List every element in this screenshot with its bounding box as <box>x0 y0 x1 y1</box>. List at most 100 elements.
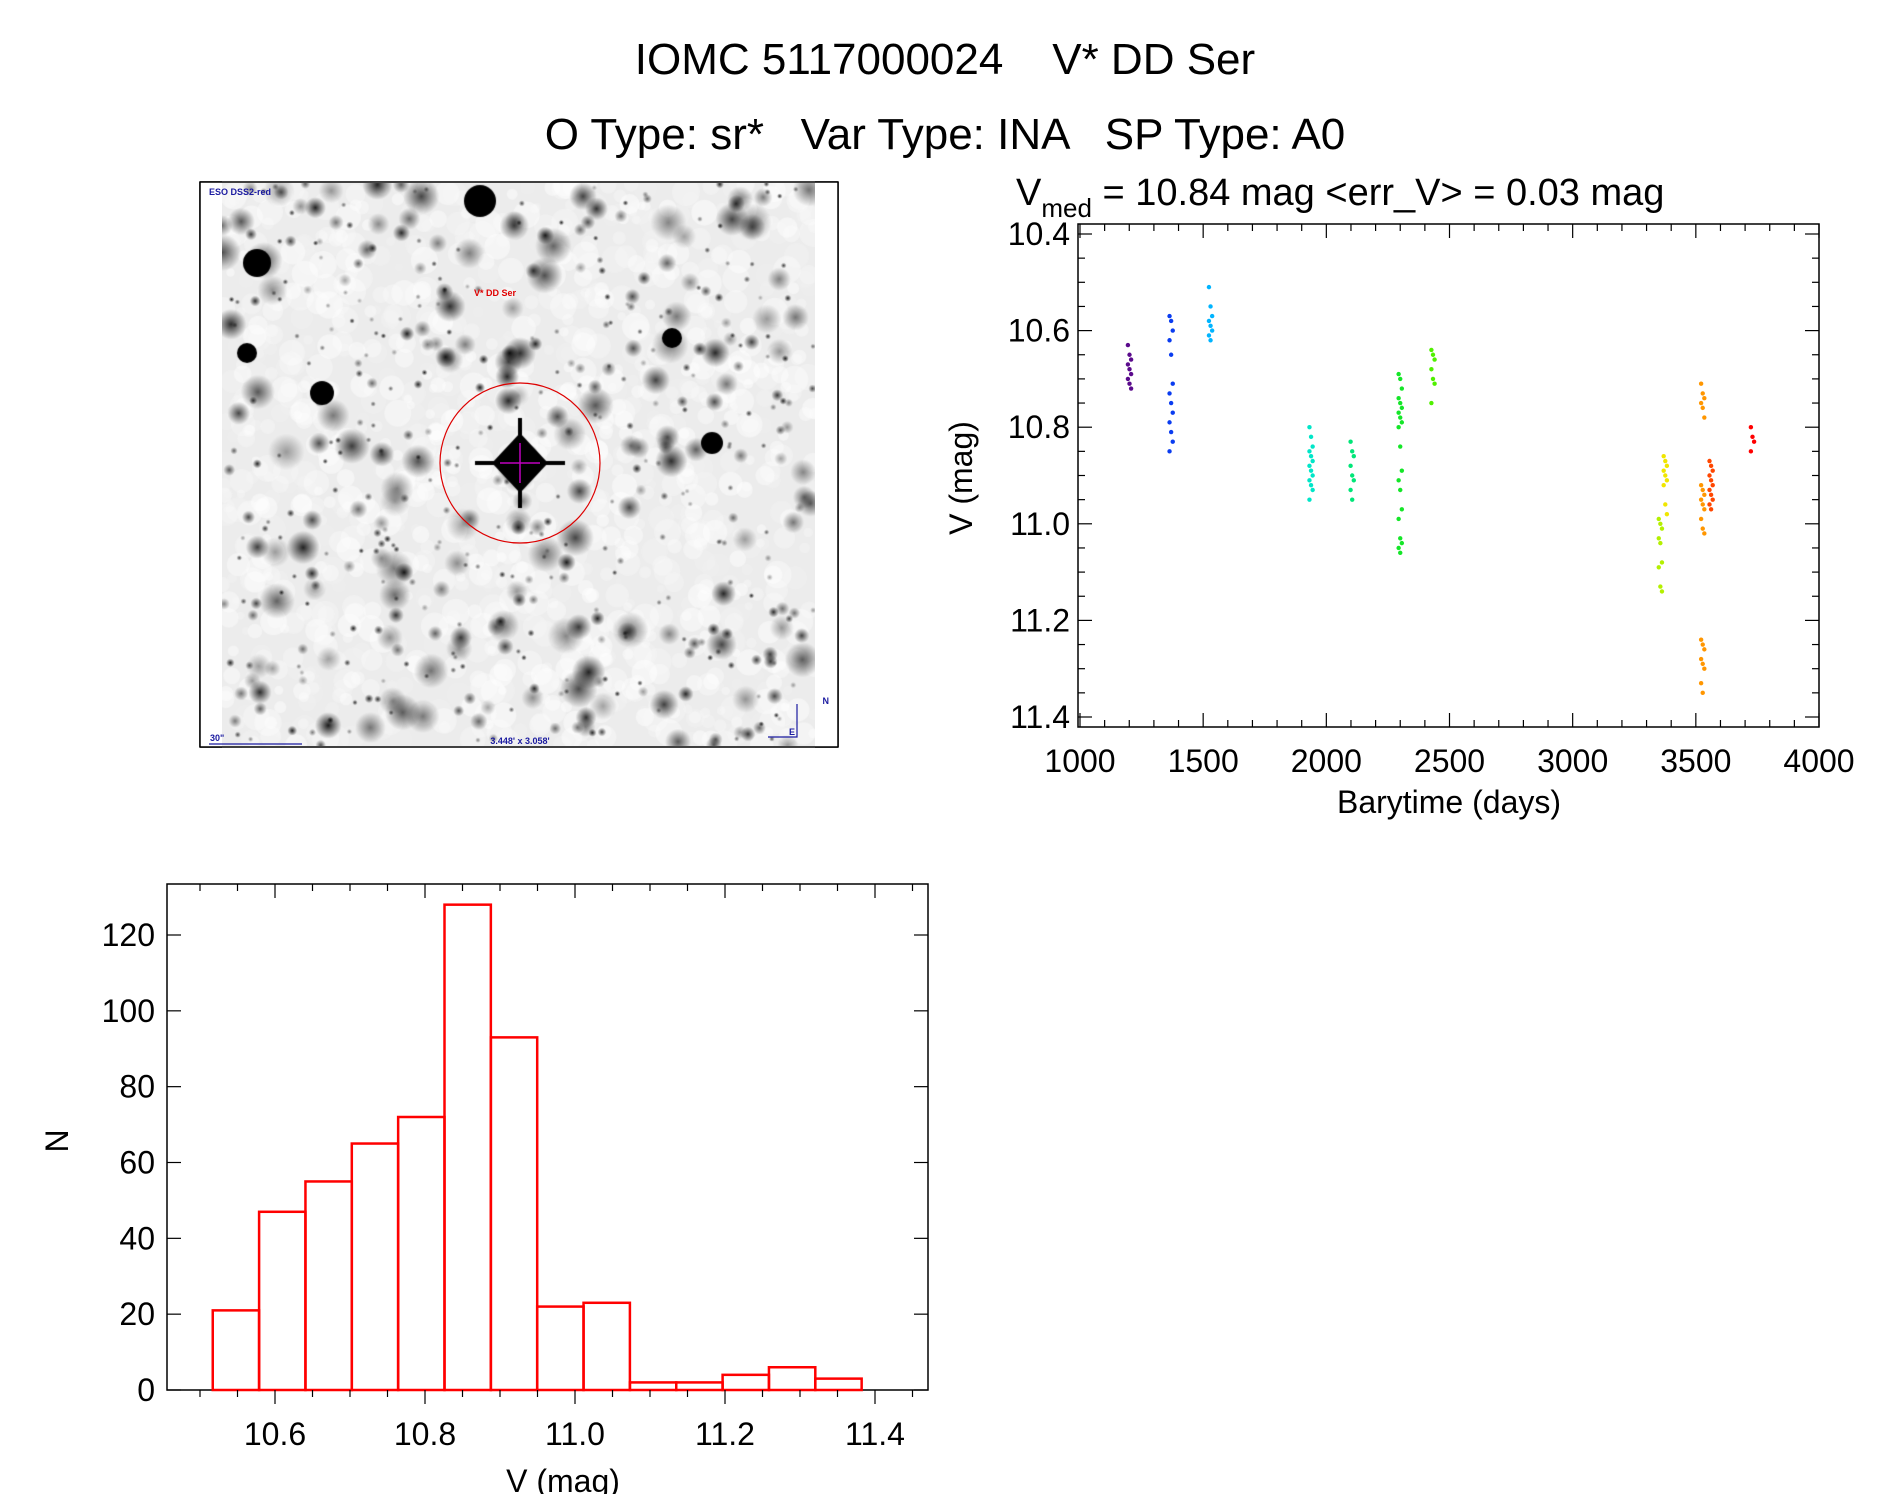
histogram-plot-area <box>166 883 929 1391</box>
data-point <box>1656 516 1661 522</box>
histogram-xlabel: V (mag) <box>506 1463 620 1494</box>
data-point <box>1751 439 1757 444</box>
figure-title: IOMC 5117000024 V* DD Ser <box>635 35 1255 84</box>
histogram-bar <box>257 1210 307 1392</box>
x-tick-label: 3000 <box>1537 743 1608 779</box>
data-point <box>1396 425 1401 430</box>
data-point <box>1167 449 1172 454</box>
data-point <box>1168 352 1174 357</box>
y-tick-label: 0 <box>137 1372 155 1408</box>
data-point <box>1663 502 1668 507</box>
data-point <box>1125 342 1131 348</box>
data-point <box>1398 376 1403 382</box>
data-point <box>1702 492 1707 498</box>
data-point <box>1208 304 1213 309</box>
light-curve-ylabel: V (mag) <box>943 421 979 535</box>
data-point <box>1430 352 1436 357</box>
data-point <box>1349 449 1355 454</box>
data-point <box>1702 396 1707 401</box>
y-tick-label: 120 <box>102 917 155 953</box>
data-point <box>1307 425 1312 430</box>
x-tick-label: 1500 <box>1168 743 1239 779</box>
data-point <box>1127 381 1132 386</box>
data-point <box>1702 507 1707 512</box>
vmed-subscript: med <box>1041 193 1092 223</box>
data-point <box>1750 434 1755 440</box>
data-point <box>1700 391 1705 396</box>
data-point <box>1125 376 1131 382</box>
data-point <box>1310 487 1315 493</box>
data-point <box>1708 507 1714 512</box>
data-point <box>1429 347 1434 353</box>
data-point <box>1708 492 1714 498</box>
data-point <box>1710 497 1715 502</box>
vmed-symbol: V <box>1016 172 1042 214</box>
histogram-bar <box>675 1381 724 1392</box>
data-point <box>1707 473 1712 478</box>
figure-subtitle: O Type: sr* Var Type: INA SP Type: A0 <box>545 110 1346 159</box>
data-point <box>1656 536 1661 541</box>
data-point <box>1656 565 1661 570</box>
data-point <box>1698 656 1704 662</box>
histogram-bar <box>489 1036 539 1392</box>
data-point <box>1398 550 1403 555</box>
data-point <box>1398 400 1403 406</box>
data-point <box>1398 536 1403 541</box>
data-point <box>1167 338 1172 343</box>
data-point <box>1310 458 1315 464</box>
x-tick-label: 10.8 <box>394 1416 456 1452</box>
light-curve-chart: Vmed = 10.84 mag <err_V> = 0.03 mag 1000… <box>943 172 1855 820</box>
x-tick-label: 1000 <box>1044 743 1115 779</box>
x-tick-label: 4000 <box>1783 743 1854 779</box>
data-point <box>1700 690 1705 696</box>
x-tick-label: 3500 <box>1660 743 1731 779</box>
histogram-bar <box>211 1309 261 1392</box>
data-point <box>1432 357 1437 362</box>
histogram-bar <box>767 1366 817 1392</box>
data-point <box>1658 584 1663 589</box>
y-tick-label: 11.2 <box>1010 602 1070 638</box>
survey-label: ESO DSS2-red <box>209 187 271 197</box>
data-point <box>1396 396 1401 401</box>
east-label: E <box>789 727 795 737</box>
data-point <box>1429 400 1434 406</box>
data-point <box>1396 371 1401 377</box>
data-point <box>1170 410 1175 415</box>
data-point <box>1167 391 1172 396</box>
x-tick-label: 11.0 <box>545 1416 605 1452</box>
data-point <box>1396 516 1401 522</box>
data-point <box>1307 478 1312 483</box>
data-point <box>1167 313 1172 319</box>
y-tick-label: 40 <box>119 1220 155 1256</box>
data-point <box>1659 560 1665 565</box>
data-point <box>1168 429 1174 435</box>
data-point <box>1351 453 1356 459</box>
scale-label: 30" <box>210 733 224 743</box>
data-point <box>1430 376 1436 382</box>
finder-image: ESO DSS2-red V* DD Ser 30" 3.448' x 3.05… <box>199 181 839 748</box>
y-tick-label: 100 <box>102 993 155 1029</box>
data-point <box>1351 478 1356 483</box>
data-point <box>1700 526 1705 531</box>
data-point <box>1698 381 1704 386</box>
y-tick-label: 20 <box>119 1296 155 1332</box>
x-tick-label: 10.6 <box>244 1416 306 1452</box>
histogram-bar <box>304 1180 354 1392</box>
data-point <box>1708 463 1714 469</box>
data-point <box>1663 458 1668 464</box>
data-point <box>1658 540 1663 546</box>
light-curve-title: Vmed = 10.84 mag <err_V> = 0.03 mag <box>1016 172 1664 223</box>
x-tick-label: 2000 <box>1291 743 1362 779</box>
data-point <box>1700 487 1705 493</box>
data-point <box>1659 526 1665 531</box>
data-point <box>1168 318 1174 324</box>
y-tick-label: 11.4 <box>1010 699 1070 735</box>
data-point <box>1307 463 1312 469</box>
data-point <box>1663 473 1668 478</box>
x-tick-label: 11.2 <box>695 1416 755 1452</box>
histogram-ylabel: N <box>39 1129 75 1152</box>
data-point <box>1710 482 1715 488</box>
data-point <box>1170 381 1175 386</box>
